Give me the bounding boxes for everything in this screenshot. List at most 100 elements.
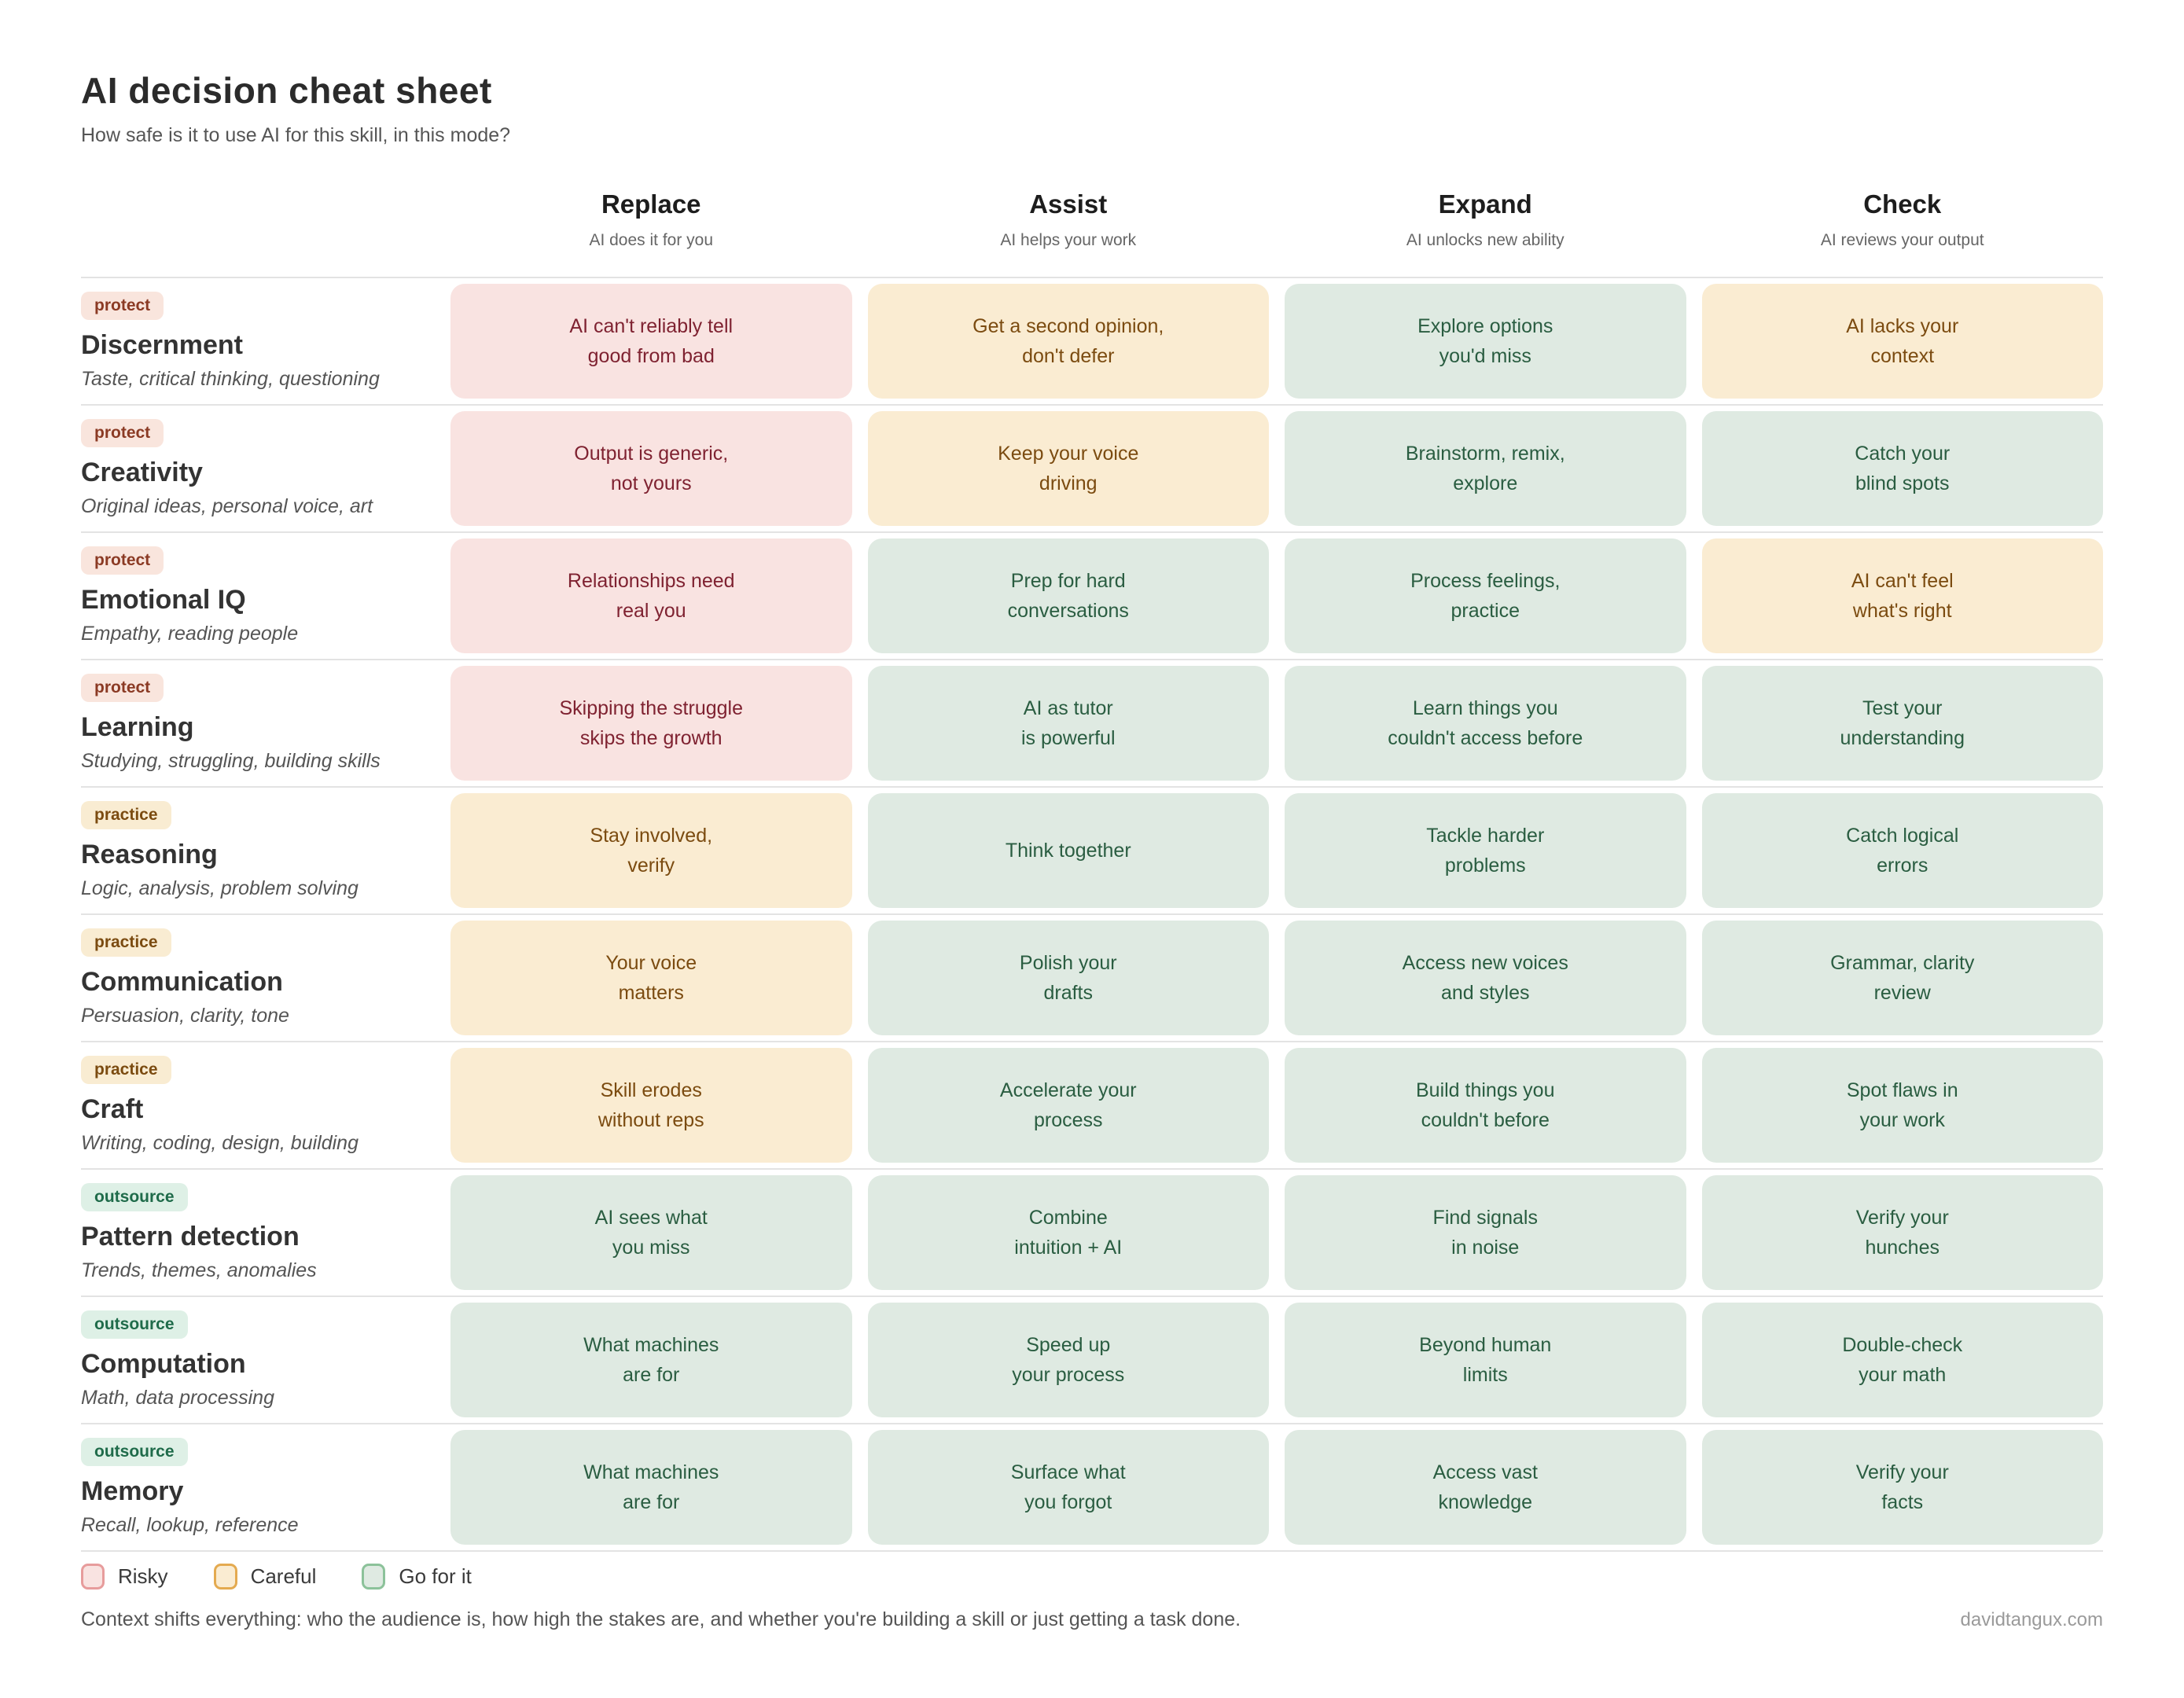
matrix-cell: Catch your blind spots	[1701, 411, 2103, 526]
column-label: Expand	[1438, 189, 1532, 219]
skill-cell: protect Discernment Taste, critical thin…	[81, 292, 435, 391]
matrix-cell: AI as tutor is powerful	[867, 666, 1269, 781]
matrix-cell: Skipping the struggle skips the growth	[450, 666, 852, 781]
matrix-cell: Access vast knowledge	[1285, 1430, 1686, 1545]
matrix-cell: AI can't reliably tell good from bad	[450, 284, 852, 399]
skill-name: Emotional IQ	[81, 585, 246, 615]
skill-name: Memory	[81, 1476, 184, 1506]
legend-item: Risky	[81, 1564, 168, 1590]
legend: Risky Careful Go for it	[81, 1564, 2103, 1590]
legend-swatch-icon	[362, 1564, 386, 1590]
column-header-spacer	[81, 189, 435, 250]
column-label: Check	[1863, 189, 1942, 219]
skill-description: Math, data processing	[81, 1387, 274, 1409]
matrix-body: protect Discernment Taste, critical thin…	[81, 277, 2103, 1552]
column-header-check: Check AI reviews your output	[1702, 189, 2104, 250]
legend-swatch-icon	[81, 1564, 105, 1590]
skill-badge: outsource	[81, 1183, 188, 1211]
skill-row: protect Learning Studying, struggling, b…	[81, 659, 2103, 786]
skill-cell: protect Emotional IQ Empathy, reading pe…	[81, 546, 435, 645]
skill-description: Recall, lookup, reference	[81, 1514, 299, 1536]
skill-cell: practice Craft Writing, coding, design, …	[81, 1056, 435, 1155]
skill-row: practice Craft Writing, coding, design, …	[81, 1041, 2103, 1168]
footer: Context shifts everything: who the audie…	[81, 1608, 2103, 1631]
matrix-cell: Tackle harder problems	[1285, 793, 1686, 908]
column-sublabel: AI does it for you	[589, 231, 714, 249]
matrix-cell: Verify your hunches	[1701, 1175, 2103, 1290]
skill-badge: practice	[81, 801, 171, 829]
skill-badge: practice	[81, 928, 171, 957]
skill-name: Learning	[81, 712, 194, 742]
skill-row: protect Creativity Original ideas, perso…	[81, 404, 2103, 531]
matrix-cell: Get a second opinion, don't defer	[867, 284, 1269, 399]
matrix-cell: Prep for hard conversations	[867, 538, 1269, 653]
skill-cell: outsource Pattern detection Trends, them…	[81, 1183, 435, 1282]
skill-badge: outsource	[81, 1310, 188, 1339]
matrix-cell: Brainstorm, remix, explore	[1285, 411, 1686, 526]
matrix-cell: Beyond human limits	[1285, 1303, 1686, 1417]
matrix-cell: Speed up your process	[867, 1303, 1269, 1417]
skill-name: Computation	[81, 1349, 246, 1379]
matrix-cell: Double-check your math	[1701, 1303, 2103, 1417]
matrix-cell: Skill erodes without reps	[450, 1048, 852, 1163]
skill-badge: outsource	[81, 1438, 188, 1466]
skill-cell: practice Communication Persuasion, clari…	[81, 928, 435, 1027]
matrix-cell: What machines are for	[450, 1303, 852, 1417]
matrix-cell: Relationships need real you	[450, 538, 852, 653]
matrix-cell: Spot flaws in your work	[1701, 1048, 2103, 1163]
column-header-expand: Expand AI unlocks new ability	[1285, 189, 1686, 250]
legend-item: Careful	[213, 1564, 317, 1590]
matrix-cell: Polish your drafts	[867, 921, 1269, 1035]
skill-description: Taste, critical thinking, questioning	[81, 368, 380, 390]
skill-badge: protect	[81, 292, 164, 320]
column-sublabel: AI unlocks new ability	[1406, 231, 1564, 249]
column-headers: Replace AI does it for you Assist AI hel…	[81, 189, 2103, 250]
matrix-cell: Catch logical errors	[1701, 793, 2103, 908]
matrix-cell: Keep your voice driving	[867, 411, 1269, 526]
skill-name: Creativity	[81, 458, 203, 487]
page-subtitle: How safe is it to use AI for this skill,…	[81, 124, 511, 146]
matrix-cell: Verify your facts	[1701, 1430, 2103, 1545]
skill-cell: practice Reasoning Logic, analysis, prob…	[81, 801, 435, 900]
footer-note: Context shifts everything: who the audie…	[81, 1608, 1241, 1630]
matrix-cell: Access new voices and styles	[1285, 921, 1686, 1035]
matrix-cell: AI can't feel what's right	[1701, 538, 2103, 653]
skill-badge: protect	[81, 419, 164, 447]
skill-badge: protect	[81, 546, 164, 575]
legend-label: Careful	[250, 1564, 317, 1588]
legend-item: Go for it	[362, 1564, 472, 1590]
footer-credit: davidtangux.com	[1960, 1609, 2103, 1630]
matrix-cell: Build things you couldn't before	[1285, 1048, 1686, 1163]
skill-name: Discernment	[81, 330, 243, 360]
legend-label: Risky	[118, 1564, 168, 1588]
skill-row: outsource Memory Recall, lookup, referen…	[81, 1423, 2103, 1550]
matrix-cell: Explore options you'd miss	[1285, 284, 1686, 399]
matrix-cell: Surface what you forgot	[867, 1430, 1269, 1545]
legend-swatch-icon	[213, 1564, 237, 1590]
skill-row: protect Emotional IQ Empathy, reading pe…	[81, 531, 2103, 659]
skill-description: Original ideas, personal voice, art	[81, 495, 373, 517]
matrix-cell: Find signals in noise	[1285, 1175, 1686, 1290]
matrix-cell: Test your understanding	[1701, 666, 2103, 781]
matrix-cell: Accelerate your process	[867, 1048, 1269, 1163]
matrix-cell: Combine intuition + AI	[867, 1175, 1269, 1290]
matrix-cell: AI lacks your context	[1701, 284, 2103, 399]
skill-badge: practice	[81, 1056, 171, 1084]
skill-cell: outsource Computation Math, data process…	[81, 1310, 435, 1409]
matrix-cell: Your voice matters	[450, 921, 852, 1035]
skill-description: Persuasion, clarity, tone	[81, 1005, 289, 1027]
skill-row: protect Discernment Taste, critical thin…	[81, 277, 2103, 404]
matrix-cell: Stay involved, verify	[450, 793, 852, 908]
skill-cell: protect Learning Studying, struggling, b…	[81, 674, 435, 773]
skill-description: Empathy, reading people	[81, 623, 299, 645]
matrix-cell: Learn things you couldn't access before	[1285, 666, 1686, 781]
skill-badge: protect	[81, 674, 164, 702]
skill-cell: outsource Memory Recall, lookup, referen…	[81, 1438, 435, 1537]
column-header-replace: Replace AI does it for you	[450, 189, 852, 250]
skill-name: Reasoning	[81, 840, 218, 869]
skill-name: Communication	[81, 967, 283, 997]
matrix-cell: What machines are for	[450, 1430, 852, 1545]
skill-description: Logic, analysis, problem solving	[81, 877, 358, 899]
column-label: Replace	[601, 189, 701, 219]
